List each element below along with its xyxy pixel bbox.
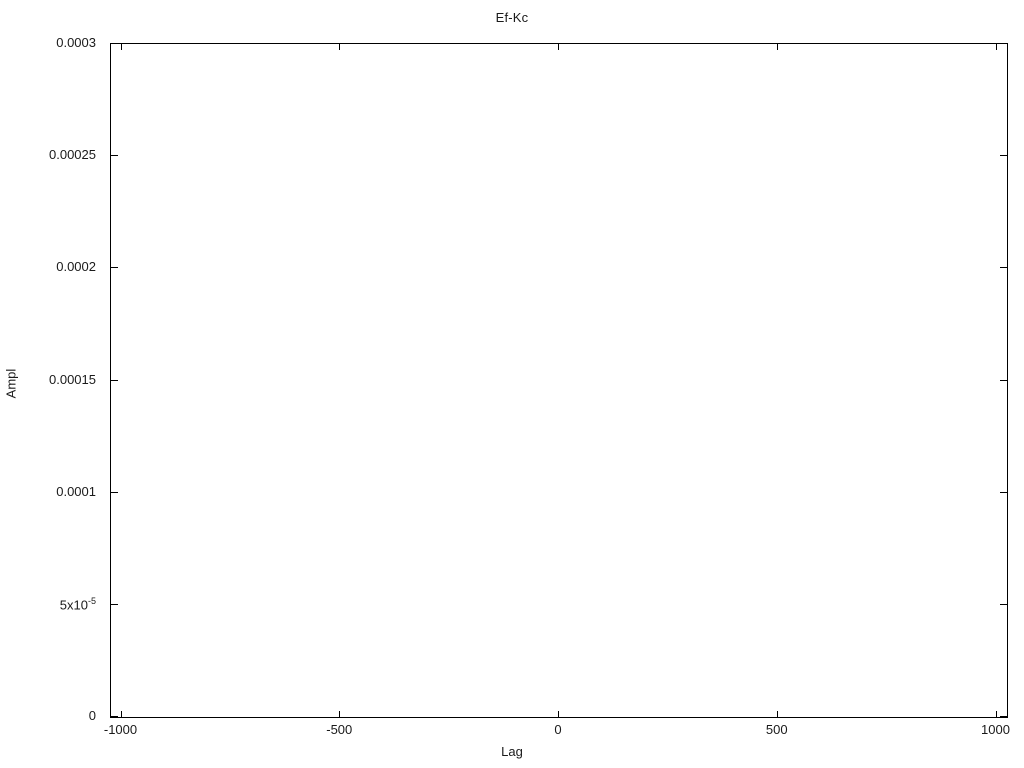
y-tick-label: 0.0001	[56, 483, 96, 499]
y-tick-mark-right	[1000, 716, 1008, 717]
y-tick-mark	[110, 267, 118, 269]
y-tick-label: 0.0003	[56, 35, 96, 50]
x-tick-label: -1000	[103, 722, 138, 737]
x-tick-mark	[776, 711, 778, 718]
x-tick-label: 0	[554, 722, 562, 737]
y-tick-mark	[110, 379, 118, 381]
y-tick-label: 0.0002	[56, 259, 96, 275]
y-tick-label: 0.00025	[49, 147, 96, 163]
x-tick-mark	[558, 711, 559, 718]
y-tick-mark-right	[1000, 603, 1008, 605]
x-tick-mark	[120, 711, 122, 718]
x-tick-mark-top	[776, 43, 778, 50]
x-tick-mark	[995, 711, 997, 718]
y-tick-mark-right	[1000, 491, 1008, 493]
y-tick-mark	[110, 155, 118, 157]
y-tick-mark	[110, 43, 118, 44]
x-tick-mark-top	[558, 43, 559, 50]
y-tick-label: 5x10-5	[59, 595, 96, 613]
x-tick-label: 500	[765, 722, 788, 737]
y-tick-mark-right	[1000, 43, 1008, 44]
y-tick-mark	[110, 603, 118, 605]
y-tick-mark	[110, 491, 118, 493]
y-tick-mark-right	[1000, 379, 1008, 381]
x-tick-label: 1000	[981, 722, 1010, 737]
y-tick-mark	[110, 716, 118, 717]
x-tick-label: -500	[326, 722, 353, 737]
y-tick-label: 0.00015	[49, 371, 96, 387]
y-tick-mark-right	[1000, 155, 1008, 157]
x-tick-mark-top	[339, 43, 341, 50]
x-tick-mark	[339, 711, 341, 718]
plot-border	[110, 43, 1008, 718]
x-axis-label: Lag	[501, 744, 523, 759]
y-tick-mark-right	[1000, 267, 1008, 269]
page-title: Ef-Kc	[495, 10, 529, 25]
y-tick-label: 0	[88, 708, 96, 723]
x-tick-mark-top	[120, 43, 122, 50]
x-tick-mark-top	[995, 43, 997, 50]
